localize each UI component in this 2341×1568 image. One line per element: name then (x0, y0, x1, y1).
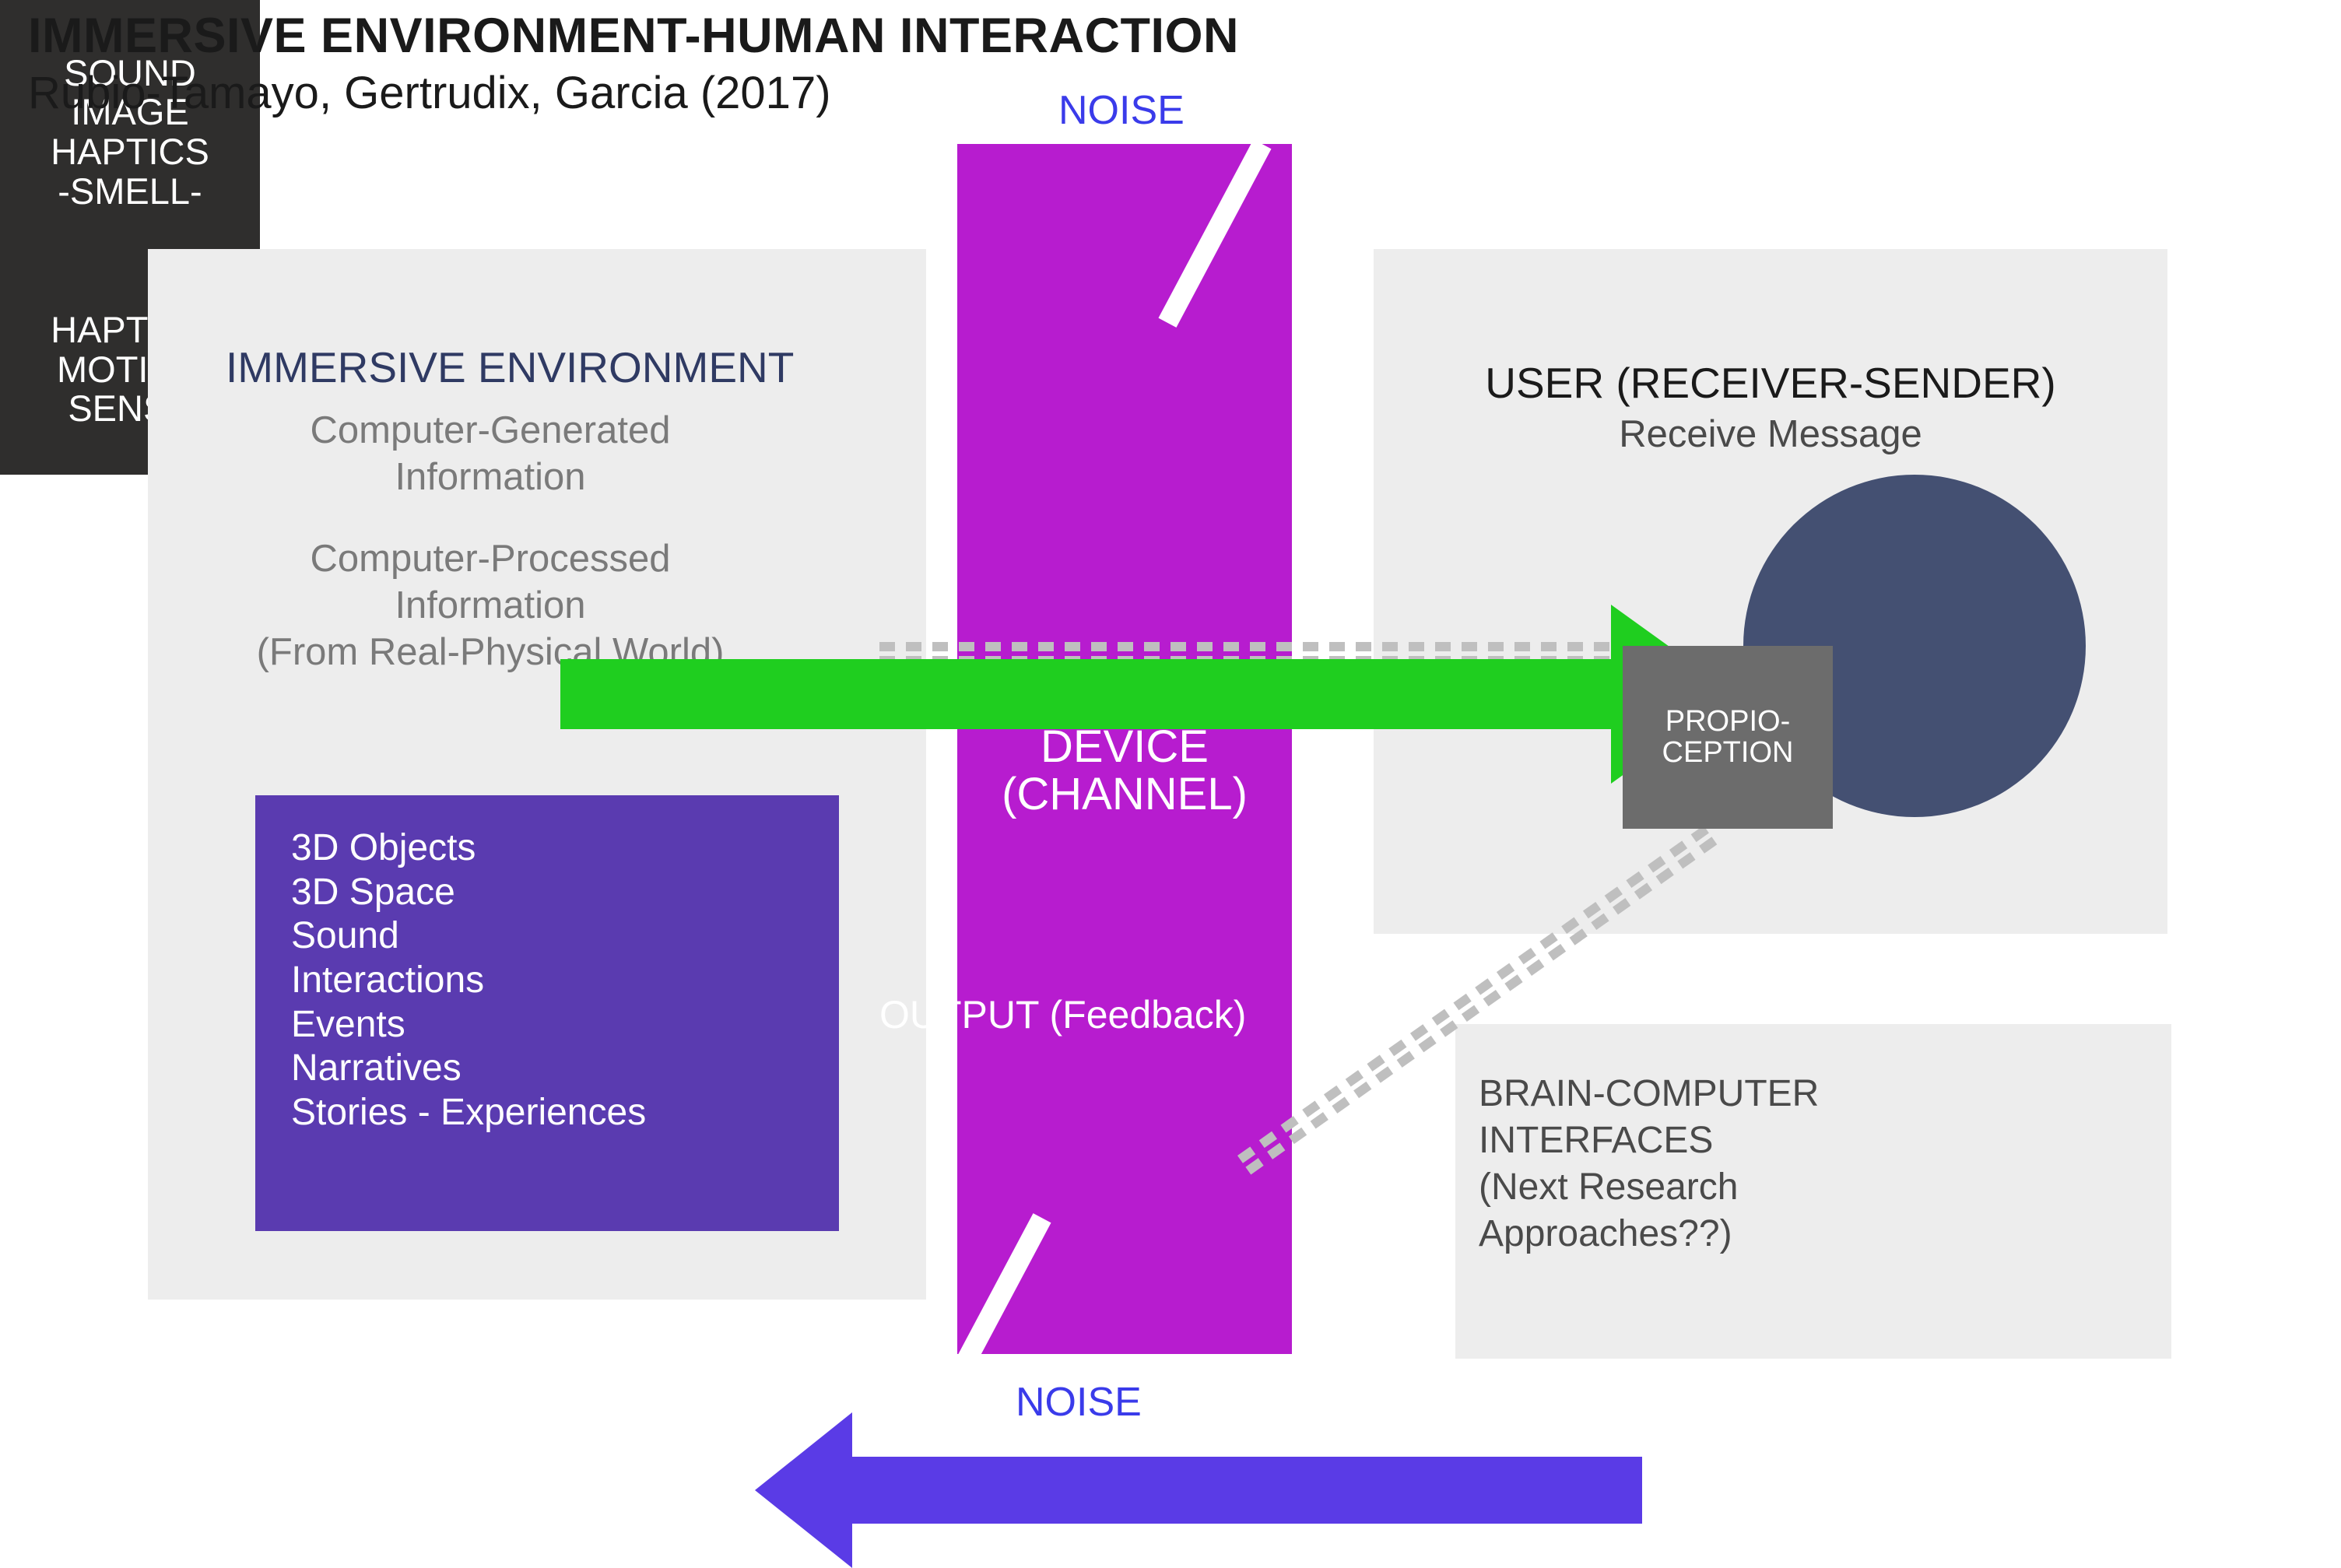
immersive-environment-title: IMMERSIVE ENVIRONMENT (226, 342, 794, 392)
title-sub: Rubio-Tamayo, Gertrudix, Garcia (2017) (28, 67, 1239, 119)
user-title: USER (RECEIVER-SENDER) (1374, 358, 2167, 408)
device-label: DEVICE (CHANNEL) (957, 724, 1292, 819)
noise-label-top: NOISE (1058, 87, 1185, 134)
device-label-2: (CHANNEL) (957, 771, 1292, 819)
user-subtitle: Receive Message (1374, 412, 2167, 456)
proprioception-l1: PROPIO- (1665, 707, 1790, 738)
noise-label-bottom: NOISE (1016, 1379, 1142, 1426)
input-label: INPUT (755, 195, 872, 240)
output-label: OUTPUT (Feedback) (879, 992, 1246, 1037)
proprioception-l2: CEPTION (1662, 738, 1794, 769)
diagram-stage: IMMERSIVE ENVIRONMENT-HUMAN INTERACTION … (0, 0, 2341, 1458)
bci-text: BRAIN-COMPUTERINTERFACES(Next ResearchAp… (1479, 1071, 1819, 1258)
device-label-1: DEVICE (957, 724, 1292, 771)
title-block: IMMERSIVE ENVIRONMENT-HUMAN INTERACTION … (28, 8, 1239, 119)
proprioception-box: PROPIO- CEPTION (1623, 646, 1833, 829)
title-main: IMMERSIVE ENVIRONMENT-HUMAN INTERACTION (28, 8, 1239, 64)
immersive-elements-list: 3D Objects3D SpaceSoundInteractionsEvent… (255, 795, 839, 1231)
